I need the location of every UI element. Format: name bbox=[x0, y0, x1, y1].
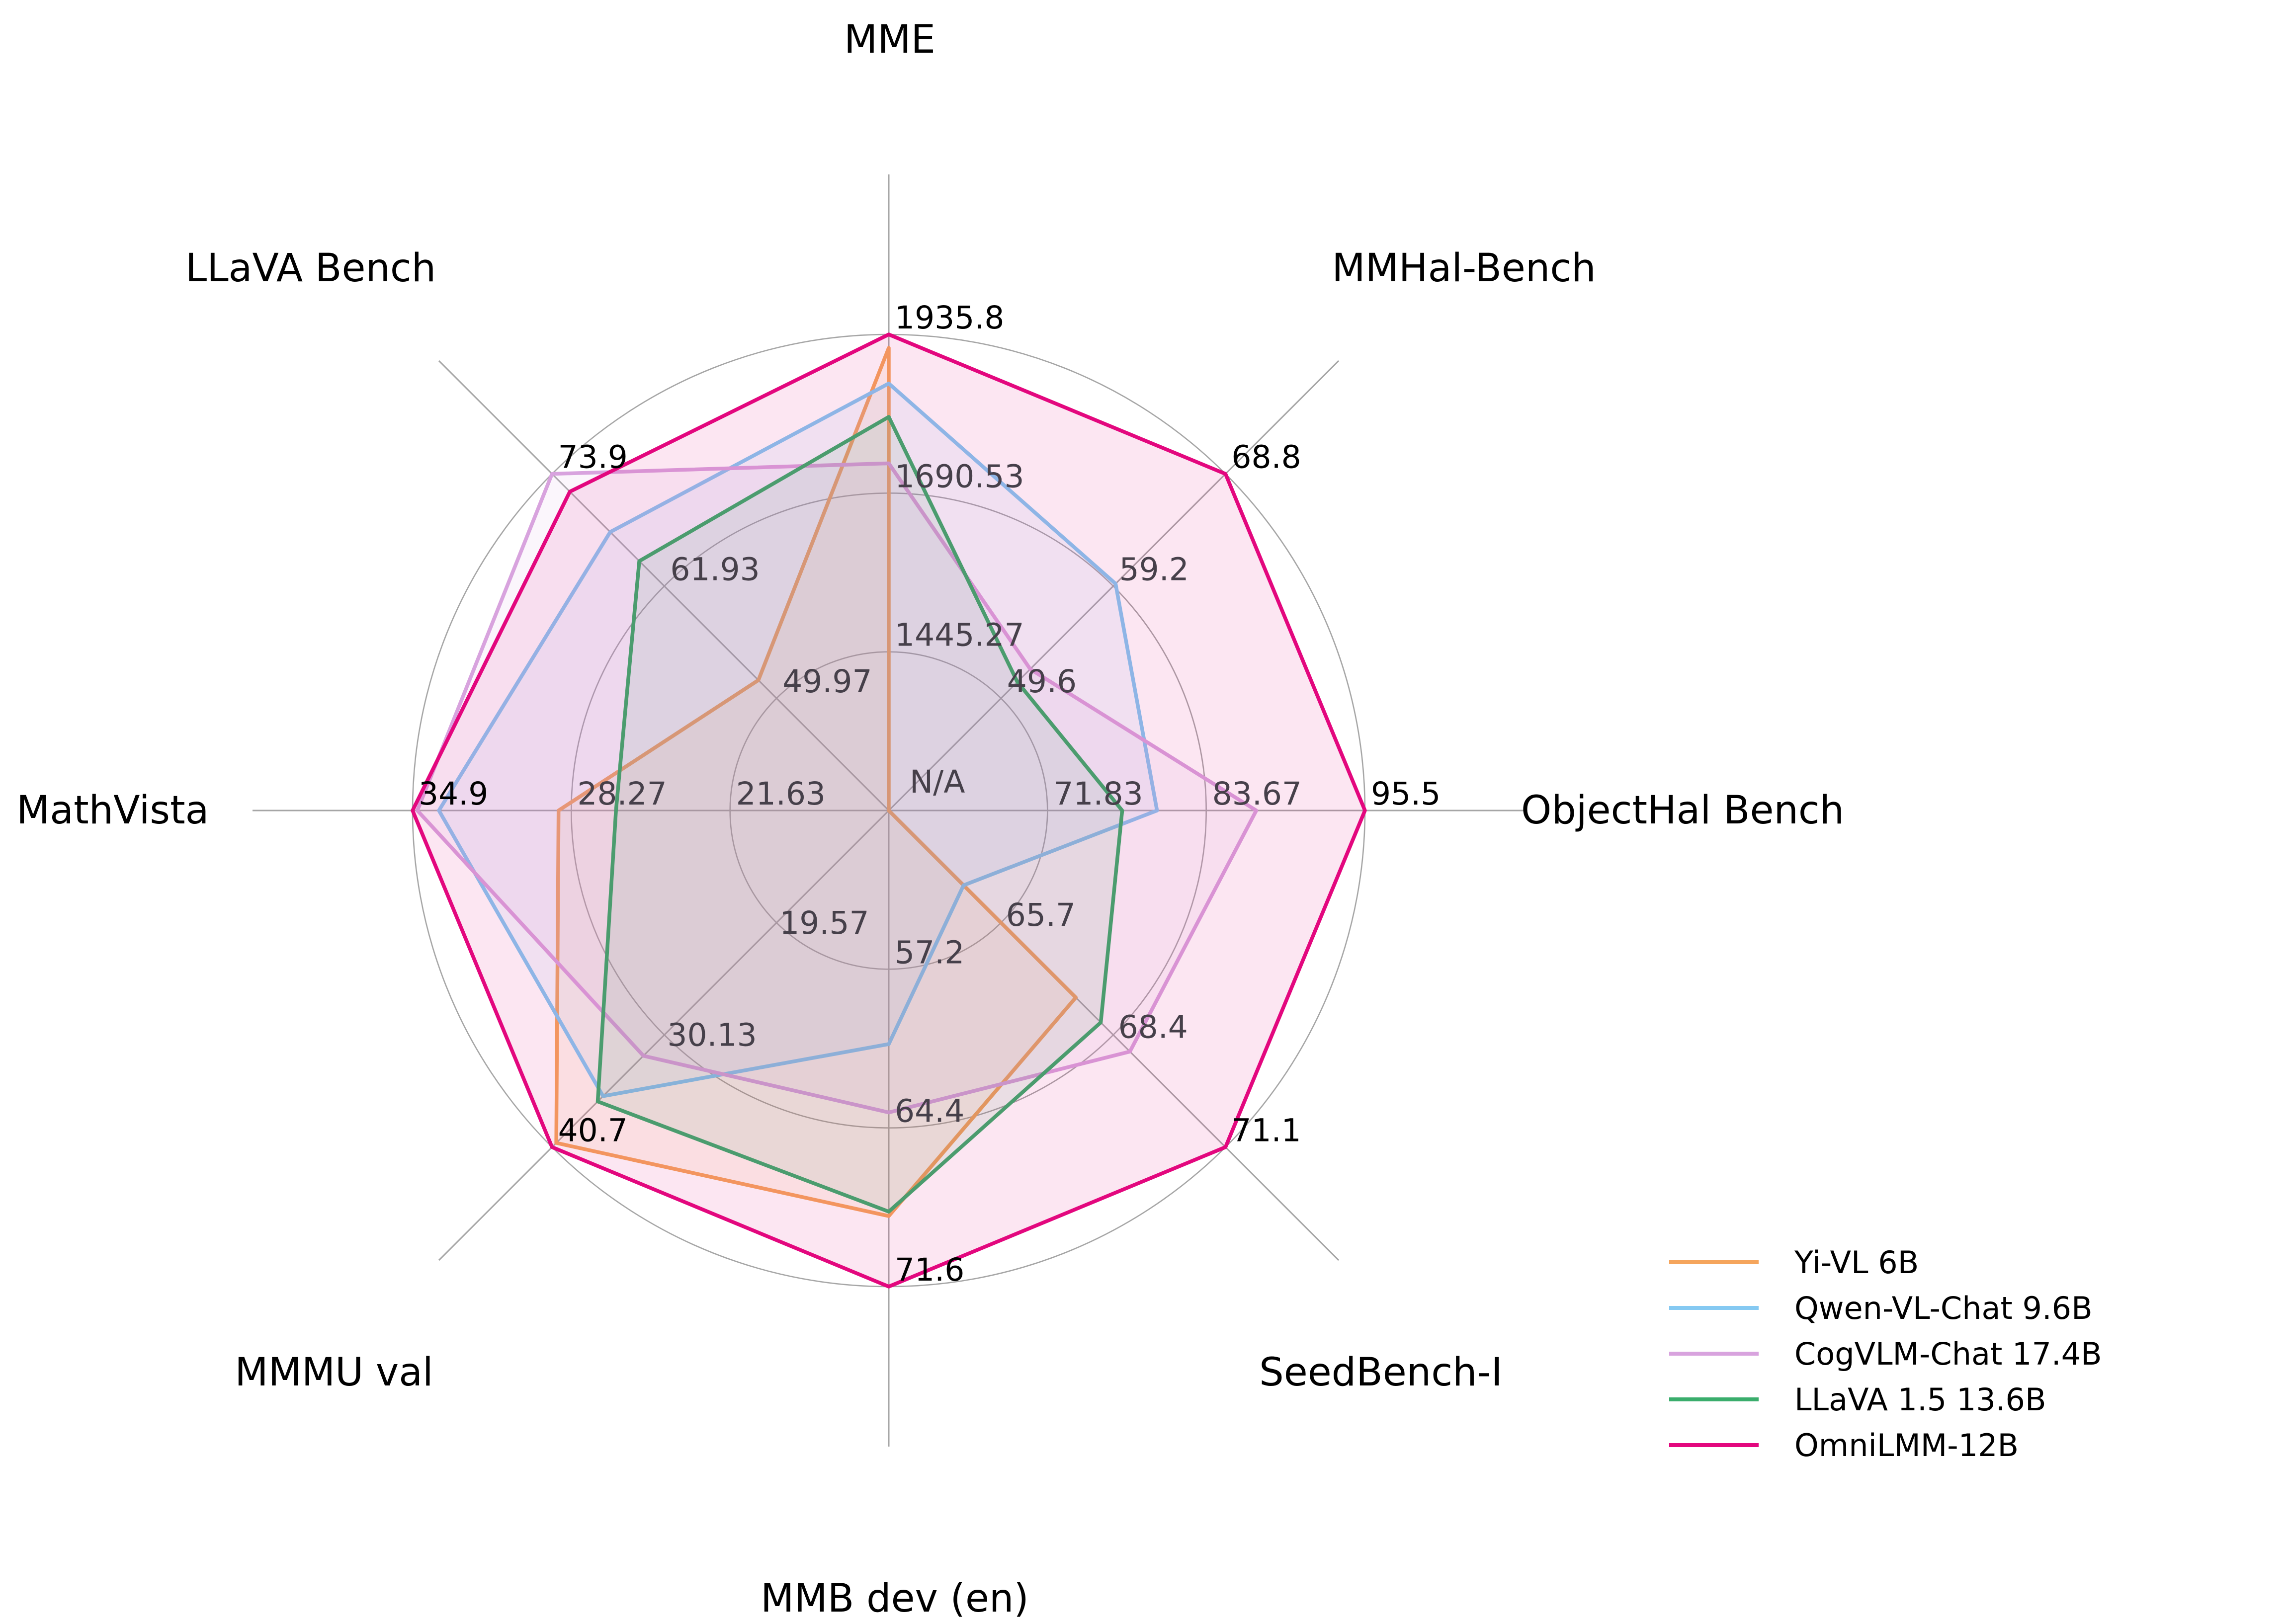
tick-label-mme-3: 1935.8 bbox=[895, 300, 1004, 336]
axis-label-mathvista: MathVista bbox=[16, 788, 209, 833]
series-polygon-qwen-vl-chat-9-6b bbox=[437, 381, 1159, 1098]
tick-label-seedbench-i-3: 71.1 bbox=[1231, 1112, 1301, 1148]
axis-label-mmmu-val: MMMU val bbox=[235, 1350, 433, 1395]
tick-label-objecthal-bench-1: 71.83 bbox=[1053, 776, 1143, 812]
axis-label-mmhal-bench: MMHal-Bench bbox=[1332, 246, 1596, 291]
tick-label-mme-2: 1690.53 bbox=[895, 458, 1024, 494]
grid-spoke-llava-bench bbox=[438, 360, 890, 812]
series-polygon-omnilmm-12b bbox=[411, 332, 1367, 1289]
tick-label-mmmu-val-1: 19.57 bbox=[779, 905, 869, 941]
tick-label-mmb-dev-en-1: 57.2 bbox=[895, 934, 964, 971]
legend-item-omnilmm-12b: OmniLMM-12B bbox=[1669, 1427, 2019, 1463]
grid-spoke-mmmu-val bbox=[438, 810, 890, 1261]
axis-label-llava-bench: LLaVA Bench bbox=[185, 246, 436, 291]
legend-item-llava-1-5-13-6b: LLaVA 1.5 13.6B bbox=[1669, 1381, 2046, 1418]
tick-label-seedbench-i-2: 68.4 bbox=[1118, 1009, 1188, 1046]
axis-label-objecthal-bench: ObjectHal Bench bbox=[1521, 788, 1844, 833]
tick-label-mmhal-bench-1: 49.6 bbox=[1007, 663, 1077, 700]
tick-label-llava-bench-1: 49.97 bbox=[782, 663, 872, 700]
tick-label-mme-1: 1445.27 bbox=[895, 617, 1024, 653]
legend-item-cogvlm-chat-17-4b: CogVLM-Chat 17.4B bbox=[1669, 1336, 2102, 1372]
tick-label-mmb-dev-en-2: 64.4 bbox=[895, 1093, 964, 1130]
series-polygon-cogvlm-chat-17-4b bbox=[415, 461, 1259, 1115]
tick-label-mmhal-bench-3: 68.8 bbox=[1231, 439, 1301, 476]
series-polygon-llava-1-5-13-6b bbox=[595, 415, 1124, 1214]
tick-label-mmmu-val-2: 30.13 bbox=[667, 1017, 757, 1054]
tick-label-llava-bench-2: 61.93 bbox=[670, 551, 760, 587]
legend-label-cogvlm-chat-17-4b: CogVLM-Chat 17.4B bbox=[1794, 1336, 2102, 1372]
tick-label-mathvista-3: 34.9 bbox=[419, 776, 488, 812]
tick-label-mmmu-val-3: 40.7 bbox=[558, 1112, 628, 1148]
axis-label-mme: MME bbox=[844, 17, 935, 62]
legend: Yi-VL 6B Qwen-VL-Chat 9.6B CogVLM-Chat 17.… bbox=[1669, 1244, 2102, 1463]
tick-label-mathvista-2: 28.27 bbox=[577, 776, 667, 812]
tick-label-mathvista-1: 21.63 bbox=[736, 776, 826, 812]
series-polygon-yi-vl-6b bbox=[554, 346, 1078, 1218]
center-tick-label: N/A bbox=[910, 764, 965, 800]
legend-label-qwen-vl-chat-9-6b: Qwen-VL-Chat 9.6B bbox=[1794, 1290, 2093, 1326]
legend-item-qwen-vl-chat-9-6b: Qwen-VL-Chat 9.6B bbox=[1669, 1290, 2093, 1326]
tick-label-mmb-dev-en-3: 71.6 bbox=[895, 1252, 964, 1288]
axis-label-seedbench-i: SeedBench-I bbox=[1259, 1350, 1502, 1395]
axis-labels: MME MMHal-Bench ObjectHal Bench SeedBench-I… bbox=[16, 17, 1844, 1621]
tick-labels: 1445.27 1690.53 1935.8 49.6 59.2 68.8 71.83 83.… bbox=[419, 300, 1441, 1288]
series-polygons bbox=[411, 332, 1367, 1289]
legend-label-llava-1-5-13-6b: LLaVA 1.5 13.6B bbox=[1794, 1381, 2046, 1418]
tick-label-mmhal-bench-2: 59.2 bbox=[1119, 551, 1189, 587]
legend-item-yi-vl-6b: Yi-VL 6B bbox=[1669, 1244, 1919, 1281]
tick-label-seedbench-i-1: 65.7 bbox=[1006, 897, 1076, 933]
tick-label-objecthal-bench-2: 83.67 bbox=[1212, 776, 1302, 812]
legend-label-omnilmm-12b: OmniLMM-12B bbox=[1794, 1427, 2019, 1463]
grid-spoke-mmhal-bench bbox=[888, 360, 1340, 812]
tick-label-objecthal-bench-3: 95.5 bbox=[1371, 776, 1441, 812]
legend-label-yi-vl-6b: Yi-VL 6B bbox=[1794, 1244, 1919, 1281]
tick-label-llava-bench-3: 73.9 bbox=[558, 439, 628, 476]
axis-label-mmb-dev-en: MMB dev (en) bbox=[761, 1576, 1029, 1621]
